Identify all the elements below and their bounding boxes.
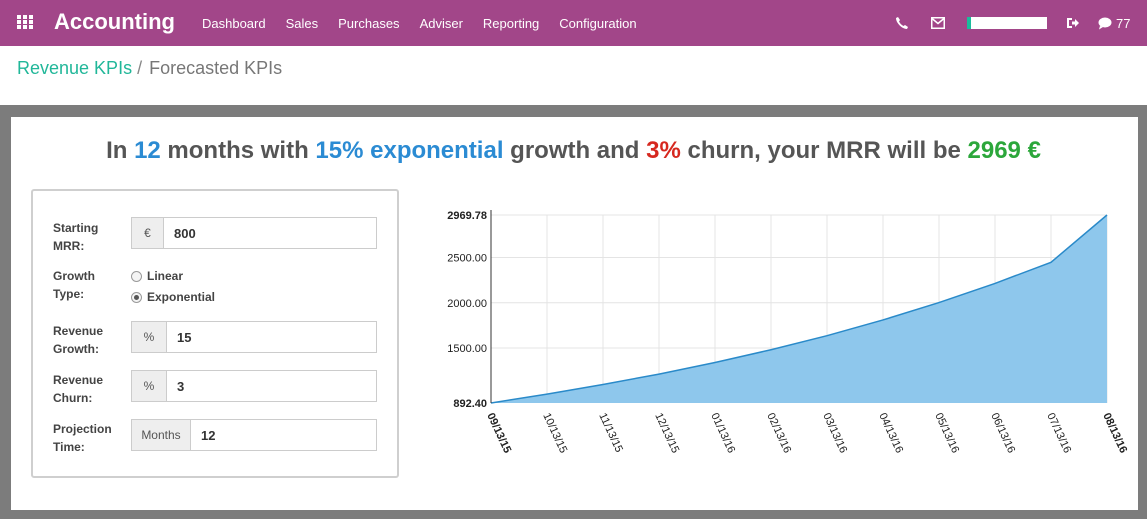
menu-item-reporting[interactable]: Reporting [482, 15, 540, 31]
percent-addon-growth: % [132, 322, 167, 352]
mail-icon[interactable] [931, 17, 945, 29]
menu-item-dashboard[interactable]: Dashboard [202, 15, 266, 31]
x-tick-label: 07/13/16 [1044, 411, 1073, 455]
forecast-form: Starting MRR: € Growth Type: Linear Expo… [31, 189, 399, 478]
x-tick-label: 02/13/16 [764, 411, 793, 455]
app-title[interactable]: Accounting [54, 9, 175, 34]
radio-linear-label: Linear [147, 269, 184, 283]
projection-time-input[interactable] [191, 420, 376, 450]
starting-mrr-group: € [131, 217, 377, 249]
growth-type-label: Growth Type: [53, 267, 95, 303]
y-tick-label: 892.40 [453, 398, 487, 410]
x-tick-label: 06/13/16 [988, 411, 1017, 455]
headline-growth: 15% exponential [315, 137, 504, 164]
revenue-churn-label: Revenue Churn: [53, 371, 103, 407]
headline-churn: 3% [646, 137, 681, 164]
headline-mrr: 2969 € [967, 137, 1041, 164]
menu-item-sales[interactable]: Sales [285, 15, 319, 31]
mrr-line-series [490, 214, 1108, 404]
x-tick-label: 10/13/15 [540, 411, 569, 455]
x-tick-label: 11/13/15 [596, 411, 625, 454]
currency-addon: € [132, 218, 164, 248]
x-tick-label: 01/13/16 [708, 411, 737, 455]
growth-type-exponential-option[interactable]: Exponential [131, 290, 215, 304]
breadcrumb-current: Forecasted KPIs [149, 58, 283, 78]
revenue-churn-label-line2: Churn: [53, 391, 93, 405]
growth-type-linear-option[interactable]: Linear [131, 269, 183, 283]
menu-item-adviser[interactable]: Adviser [419, 15, 463, 31]
revenue-growth-label-line2: Growth: [53, 342, 99, 356]
starting-mrr-input[interactable] [164, 218, 376, 248]
radio-exponential-label: Exponential [147, 290, 216, 304]
percent-addon-churn: % [132, 371, 167, 401]
projection-time-group: Months [131, 419, 377, 451]
projection-time-label-line1: Projection [53, 422, 112, 436]
x-tick-label: 09/13/15 [484, 411, 513, 455]
headline-months: 12 [134, 137, 161, 164]
forecast-headline: In 12 months with 15% exponential growth… [0, 137, 1147, 165]
headline-text-1: In [106, 137, 135, 164]
revenue-churn-input[interactable] [167, 371, 376, 401]
headline-text-3: growth and [503, 137, 647, 164]
y-tick-label: 1500.00 [447, 343, 487, 355]
revenue-growth-label: Revenue Growth: [53, 322, 103, 358]
headline-text-2: months with [160, 137, 316, 164]
y-tick-label: 2969.78 [447, 210, 487, 222]
chat-count: 77 [1116, 15, 1131, 31]
revenue-churn-label-line1: Revenue [53, 373, 104, 387]
top-navbar: Accounting Dashboard Sales Purchases Adv… [0, 0, 1147, 46]
x-tick-label: 08/13/16 [1100, 411, 1129, 455]
growth-type-label-line1: Growth [53, 269, 95, 283]
menu-item-configuration[interactable]: Configuration [559, 15, 637, 31]
logout-icon[interactable] [1066, 16, 1080, 30]
starting-mrr-label-line1: Starting [53, 221, 99, 235]
starting-mrr-label: Starting MRR: [53, 219, 98, 255]
y-tick-label: 2000.00 [447, 298, 487, 310]
main-menu: Dashboard Sales Purchases Adviser Report… [192, 0, 647, 46]
phone-icon[interactable] [895, 16, 909, 30]
breadcrumb: Revenue KPIs / Forecasted KPIs [17, 58, 282, 79]
months-addon: Months [132, 420, 191, 450]
radio-exponential[interactable] [131, 291, 142, 303]
revenue-growth-label-line1: Revenue [53, 324, 104, 338]
mrr-area-series [491, 215, 1107, 403]
breadcrumb-separator: / [137, 58, 143, 78]
x-tick-label: 12/13/15 [652, 411, 681, 455]
chat-button[interactable]: 77 [1098, 14, 1130, 32]
menu-item-purchases[interactable]: Purchases [338, 15, 400, 31]
apps-grid-icon[interactable] [17, 15, 34, 30]
revenue-growth-input[interactable] [167, 322, 376, 352]
projection-time-label: Projection Time: [53, 420, 112, 456]
x-tick-label: 05/13/16 [932, 411, 961, 455]
projection-time-label-line2: Time: [53, 440, 85, 454]
breadcrumb-parent-link[interactable]: Revenue KPIs [17, 58, 133, 78]
radio-linear[interactable] [131, 270, 142, 282]
y-tick-label: 2500.00 [447, 253, 487, 265]
user-menu[interactable] [967, 17, 1047, 29]
growth-type-label-line2: Type: [53, 287, 85, 301]
starting-mrr-label-line2: MRR: [53, 239, 85, 253]
x-tick-label: 03/13/16 [820, 411, 849, 455]
x-tick-label: 04/13/16 [876, 411, 905, 455]
chat-icon [1098, 17, 1112, 29]
mrr-forecast-chart: 892.40 1500.00 2000.00 2500.00 2969.78 09/13/… [447, 210, 1129, 455]
revenue-growth-group: % [131, 321, 377, 353]
headline-text-4: churn, your MRR will be [680, 137, 968, 164]
revenue-churn-group: % [131, 370, 377, 402]
